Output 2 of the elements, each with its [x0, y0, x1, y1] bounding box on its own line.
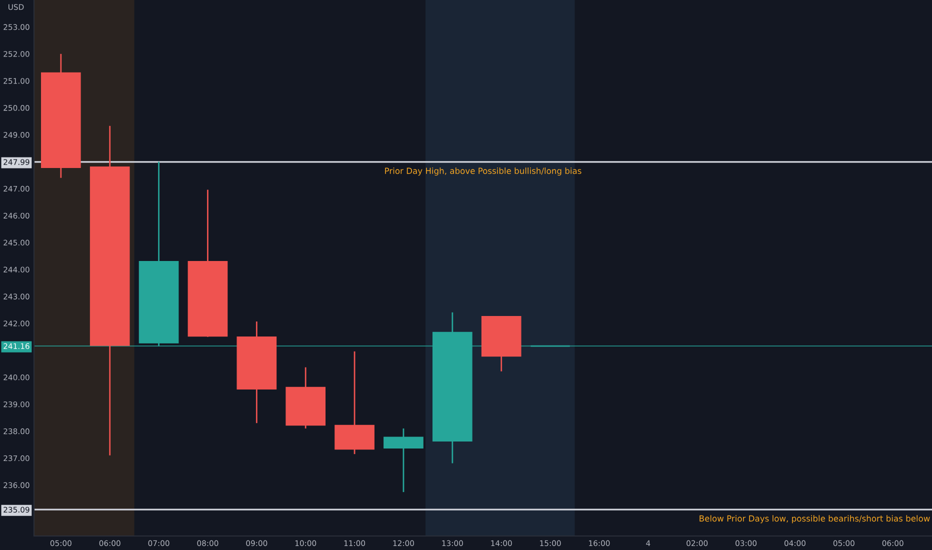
ref-line-label: Prior Day High, above Possible bullish/long bias	[385, 168, 582, 176]
ref-line-label: Below Prior Days low, possible bearihs/short bias below	[700, 515, 930, 524]
